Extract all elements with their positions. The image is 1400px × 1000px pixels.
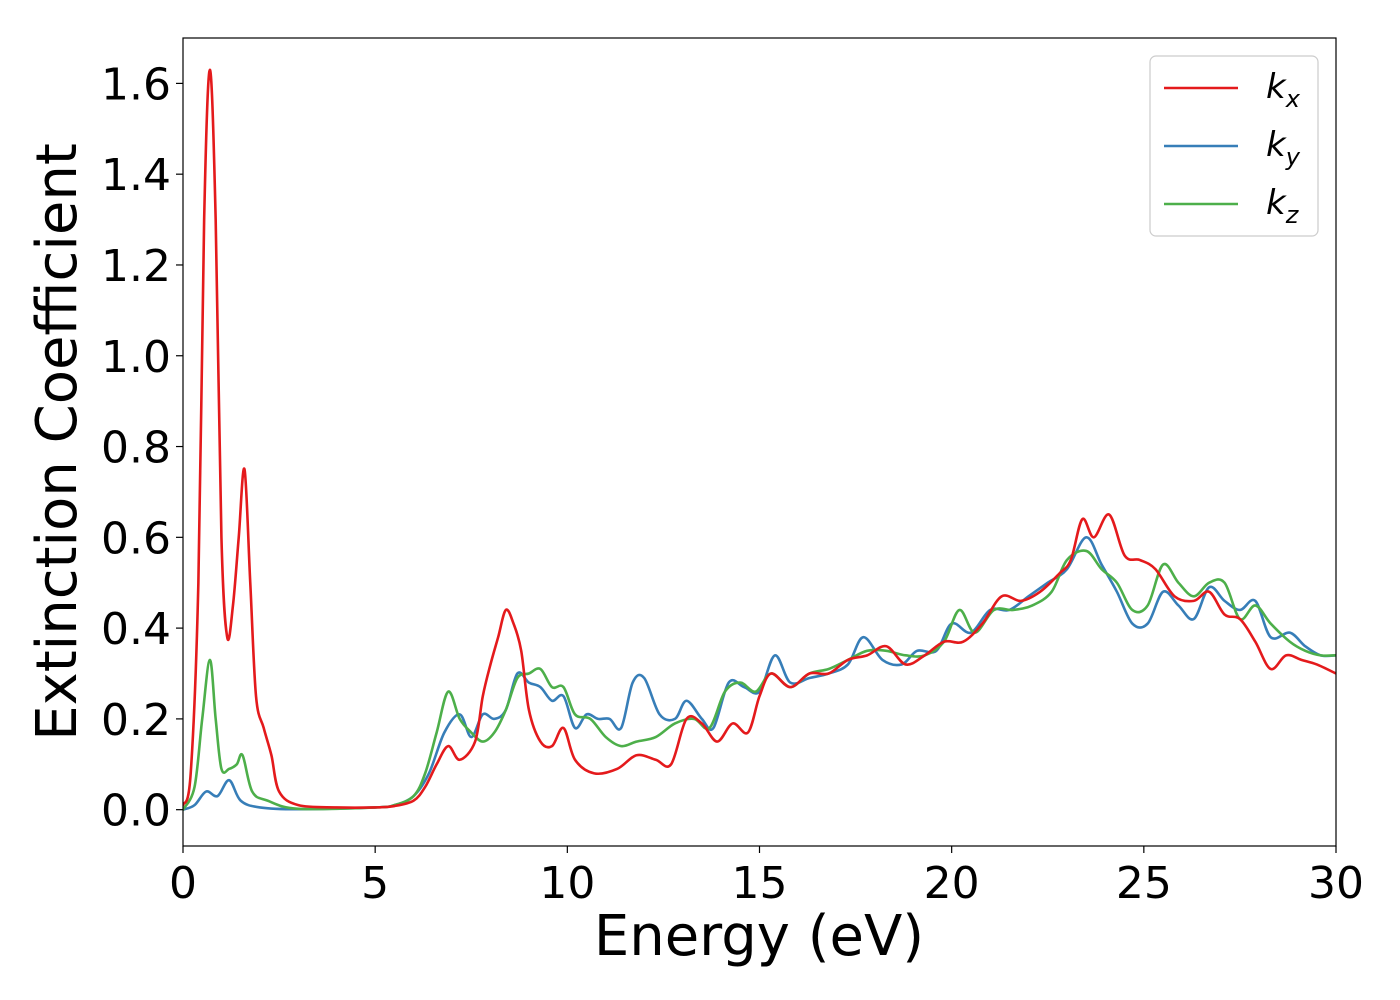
y-tick-label: 0.2: [101, 695, 171, 746]
series-line-kx: [183, 68, 1336, 809]
series-lines: [183, 68, 1336, 811]
series-line-ky: [183, 536, 1336, 811]
y-tick-label: 1.4: [101, 150, 171, 201]
plot-area: [183, 38, 1336, 846]
y-tick-label: 0.8: [101, 423, 171, 474]
x-tick-label: 15: [732, 858, 788, 909]
x-tick-label: 5: [361, 858, 389, 909]
x-tick-label: 0: [169, 858, 197, 909]
x-tick-label: 25: [1116, 858, 1172, 909]
x-tick-label: 20: [924, 858, 980, 909]
legend-label-ky: ky: [1266, 125, 1301, 171]
y-tick-label: 1.6: [101, 59, 171, 110]
x-axis-title: Energy (eV): [594, 904, 924, 969]
y-tick-label: 1.2: [101, 241, 171, 292]
x-tick-label: 10: [539, 858, 595, 909]
y-tick-label: 1.0: [101, 332, 171, 383]
x-tick-label: 30: [1308, 858, 1364, 909]
y-axis-title: Extinction Coefficient: [25, 143, 90, 741]
x-axis-ticks: 0 5 10 15 20 25 30: [169, 846, 1364, 909]
y-tick-label: 0.0: [101, 786, 171, 837]
y-tick-label: 0.4: [101, 604, 171, 655]
y-tick-label: 0.6: [101, 513, 171, 564]
y-axis-ticks: 0.0 0.2 0.4 0.6 0.8 1.0 1.2 1.4 1.6: [101, 59, 183, 837]
